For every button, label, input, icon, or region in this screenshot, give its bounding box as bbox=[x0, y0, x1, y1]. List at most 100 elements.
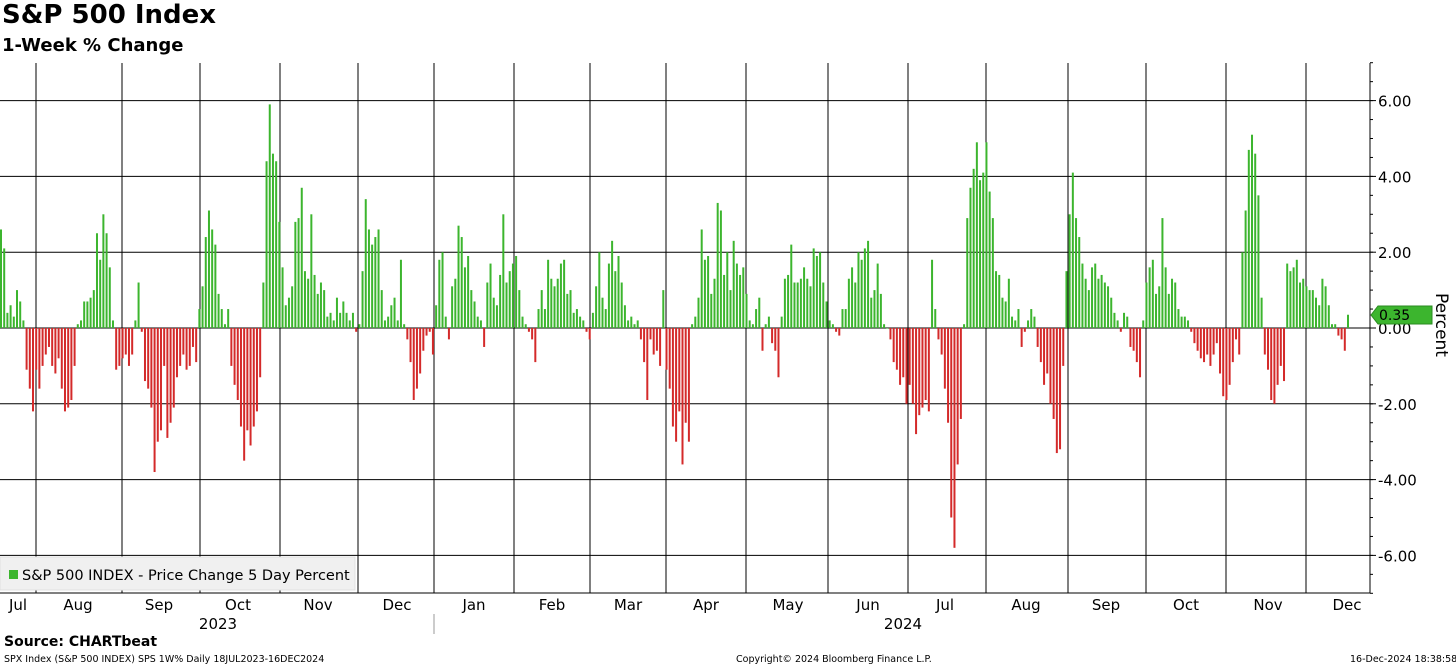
bar bbox=[895, 328, 898, 370]
bar bbox=[633, 324, 636, 328]
bar bbox=[1219, 328, 1222, 374]
bar bbox=[758, 297, 761, 328]
bar bbox=[230, 328, 233, 366]
bar bbox=[153, 328, 156, 473]
bar bbox=[470, 290, 473, 328]
bar bbox=[617, 255, 620, 328]
bar bbox=[1049, 328, 1052, 404]
bar bbox=[319, 282, 322, 328]
bar bbox=[390, 305, 393, 328]
bar bbox=[1324, 286, 1327, 328]
bar bbox=[710, 293, 713, 328]
bar bbox=[575, 309, 578, 328]
bar bbox=[323, 290, 326, 328]
bar bbox=[748, 320, 751, 328]
bar bbox=[927, 328, 930, 412]
bar bbox=[89, 297, 92, 328]
bar bbox=[1209, 328, 1212, 366]
bar bbox=[774, 328, 777, 351]
bar bbox=[1084, 278, 1087, 328]
x-tick-label: Jun bbox=[855, 596, 879, 614]
bar bbox=[723, 274, 726, 328]
bar bbox=[1027, 320, 1030, 328]
bar bbox=[460, 237, 463, 328]
bar bbox=[1164, 267, 1167, 328]
bar bbox=[793, 282, 796, 328]
bar bbox=[646, 328, 649, 401]
bar bbox=[790, 244, 793, 328]
chart-bars bbox=[0, 104, 1349, 548]
bar bbox=[1119, 328, 1122, 332]
bar bbox=[1103, 282, 1106, 328]
x-tick-label: Sep bbox=[145, 596, 173, 614]
bar bbox=[1225, 328, 1228, 401]
bar bbox=[985, 142, 988, 328]
bar bbox=[732, 240, 735, 328]
bar bbox=[35, 328, 38, 370]
bar bbox=[755, 309, 758, 328]
bar bbox=[172, 328, 175, 408]
bar bbox=[806, 278, 809, 328]
bar bbox=[1206, 328, 1209, 355]
bar bbox=[838, 328, 841, 336]
bar bbox=[950, 328, 953, 518]
bar bbox=[527, 328, 530, 332]
bar bbox=[889, 328, 892, 340]
bar bbox=[1171, 278, 1174, 328]
y-tick-label: -2.00 bbox=[1378, 396, 1417, 414]
bar bbox=[1126, 316, 1129, 328]
bar bbox=[1148, 267, 1151, 328]
bar bbox=[12, 316, 15, 328]
bar bbox=[291, 286, 294, 328]
bar bbox=[995, 271, 998, 328]
bar bbox=[387, 316, 390, 328]
bar bbox=[908, 328, 911, 385]
bar bbox=[3, 248, 6, 328]
bar bbox=[124, 328, 127, 355]
bar bbox=[1283, 328, 1286, 382]
bar bbox=[422, 328, 425, 351]
bar bbox=[726, 252, 729, 328]
x-tick-label: Oct bbox=[1173, 596, 1199, 614]
bar bbox=[1305, 286, 1308, 328]
bar bbox=[358, 324, 361, 328]
bar bbox=[982, 172, 985, 328]
bar bbox=[1161, 218, 1164, 328]
bar bbox=[281, 267, 284, 328]
bar bbox=[1113, 312, 1116, 328]
bar bbox=[211, 229, 214, 328]
bar bbox=[99, 259, 102, 328]
bar bbox=[963, 324, 966, 328]
bar bbox=[639, 328, 642, 340]
bar bbox=[1244, 210, 1247, 328]
bar bbox=[435, 305, 438, 328]
bar bbox=[921, 328, 924, 408]
bar bbox=[483, 328, 486, 347]
bar bbox=[198, 309, 201, 328]
bar bbox=[1231, 328, 1234, 363]
bar bbox=[451, 286, 454, 328]
bar bbox=[1331, 324, 1333, 328]
bar bbox=[271, 153, 274, 328]
bar bbox=[86, 301, 89, 328]
bar bbox=[19, 301, 22, 328]
bar bbox=[284, 305, 287, 328]
bar bbox=[559, 263, 562, 328]
bar bbox=[361, 271, 364, 328]
last-value-marker bbox=[1370, 305, 1433, 325]
bar bbox=[1183, 316, 1186, 328]
bar bbox=[844, 309, 847, 328]
bar bbox=[972, 168, 975, 328]
bar bbox=[905, 328, 908, 404]
bar bbox=[1235, 328, 1238, 340]
x-year-label: 2024 bbox=[884, 615, 922, 633]
bar bbox=[1292, 267, 1295, 328]
bar bbox=[857, 252, 860, 328]
bar bbox=[1267, 328, 1270, 370]
bar bbox=[179, 328, 182, 366]
bar bbox=[67, 328, 70, 408]
bar bbox=[150, 328, 153, 408]
bar bbox=[1116, 320, 1119, 328]
legend-label: S&P 500 INDEX - Price Change 5 Day Perce… bbox=[22, 568, 350, 584]
bar bbox=[175, 328, 178, 378]
